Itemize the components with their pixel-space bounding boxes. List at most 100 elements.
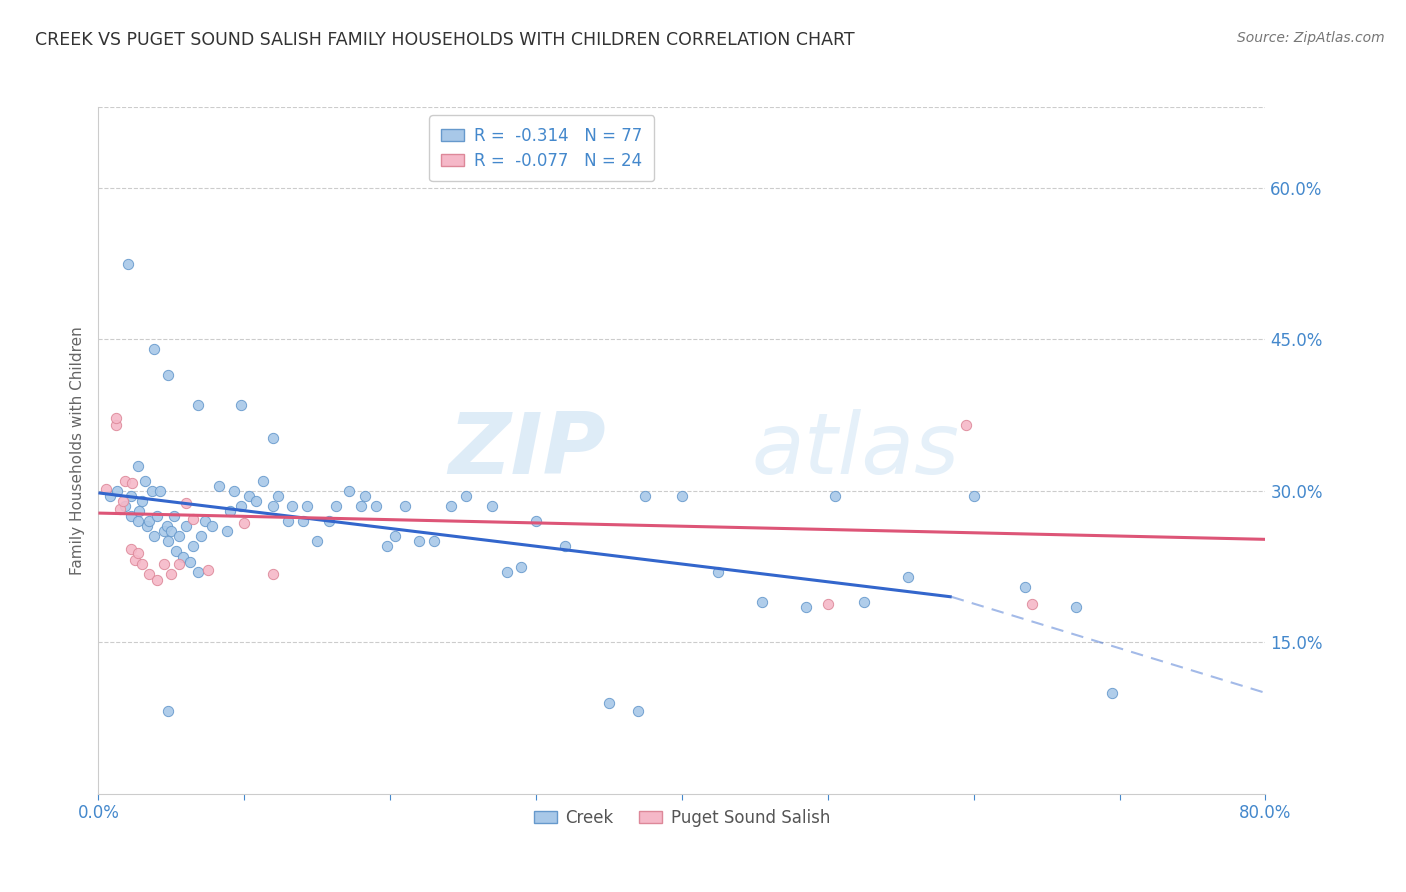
Point: [707, 565, 730, 579]
Point: [142, 343, 165, 357]
Point: [962, 489, 984, 503]
Legend: Creek, Puget Sound Salish: Creek, Puget Sound Salish: [527, 802, 837, 834]
Point: [146, 509, 169, 524]
Point: [105, 483, 128, 498]
Point: [104, 411, 127, 425]
Point: [179, 555, 201, 569]
Point: [124, 552, 146, 566]
Point: [138, 566, 160, 581]
Point: [141, 483, 163, 498]
Point: [121, 475, 143, 490]
Point: [120, 489, 142, 503]
Point: [174, 496, 197, 510]
Point: [454, 489, 477, 503]
Point: [218, 504, 240, 518]
Point: [98, 489, 121, 503]
Point: [281, 499, 304, 513]
Point: [794, 600, 817, 615]
Point: [554, 540, 576, 554]
Point: [627, 704, 650, 718]
Point: [172, 549, 194, 564]
Point: [262, 566, 284, 581]
Point: [160, 566, 183, 581]
Point: [481, 499, 503, 513]
Point: [127, 514, 149, 528]
Text: Source: ZipAtlas.com: Source: ZipAtlas.com: [1237, 31, 1385, 45]
Point: [337, 483, 360, 498]
Point: [127, 458, 149, 473]
Point: [350, 499, 373, 513]
Point: [117, 257, 139, 271]
Point: [208, 479, 231, 493]
Point: [824, 489, 846, 503]
Point: [157, 704, 180, 718]
Point: [153, 524, 176, 539]
Point: [146, 573, 169, 587]
Point: [110, 502, 132, 516]
Point: [157, 534, 180, 549]
Point: [167, 529, 190, 543]
Point: [1101, 686, 1123, 700]
Point: [231, 398, 253, 412]
Point: [1014, 580, 1036, 594]
Point: [325, 499, 347, 513]
Point: [197, 563, 219, 577]
Point: [142, 529, 165, 543]
Point: [131, 494, 153, 508]
Point: [181, 540, 204, 554]
Point: [252, 474, 274, 488]
Point: [135, 519, 157, 533]
Point: [1021, 597, 1043, 611]
Point: [853, 595, 876, 609]
Point: [423, 534, 446, 549]
Point: [524, 514, 547, 528]
Point: [149, 483, 172, 498]
Point: [167, 557, 190, 571]
Point: [138, 514, 160, 528]
Point: [1064, 600, 1087, 615]
Point: [165, 544, 187, 558]
Point: [307, 534, 329, 549]
Point: [364, 499, 387, 513]
Point: [163, 509, 186, 524]
Point: [408, 534, 430, 549]
Point: [751, 595, 773, 609]
Point: [127, 546, 149, 561]
Point: [245, 494, 267, 508]
Point: [262, 431, 284, 445]
Text: ZIP: ZIP: [449, 409, 606, 492]
Point: [120, 509, 142, 524]
Point: [153, 557, 176, 571]
Point: [201, 519, 224, 533]
Point: [194, 514, 217, 528]
Point: [354, 489, 377, 503]
Point: [267, 489, 290, 503]
Point: [440, 499, 463, 513]
Point: [128, 504, 150, 518]
Point: [157, 368, 180, 382]
Point: [318, 514, 340, 528]
Y-axis label: Family Households with Children: Family Households with Children: [69, 326, 84, 574]
Point: [262, 499, 284, 513]
Point: [187, 398, 209, 412]
Point: [190, 529, 212, 543]
Point: [384, 529, 406, 543]
Point: [131, 557, 153, 571]
Point: [231, 499, 253, 513]
Point: [187, 565, 209, 579]
Point: [394, 499, 416, 513]
Point: [634, 489, 657, 503]
Point: [215, 524, 238, 539]
Point: [160, 524, 183, 539]
Point: [897, 570, 920, 584]
Point: [375, 540, 398, 554]
Point: [104, 418, 127, 433]
Point: [671, 489, 693, 503]
Point: [94, 482, 117, 496]
Point: [112, 494, 135, 508]
Point: [233, 516, 256, 531]
Point: [598, 696, 620, 710]
Point: [120, 542, 142, 557]
Point: [174, 519, 197, 533]
Text: CREEK VS PUGET SOUND SALISH FAMILY HOUSEHOLDS WITH CHILDREN CORRELATION CHART: CREEK VS PUGET SOUND SALISH FAMILY HOUSE…: [35, 31, 855, 49]
